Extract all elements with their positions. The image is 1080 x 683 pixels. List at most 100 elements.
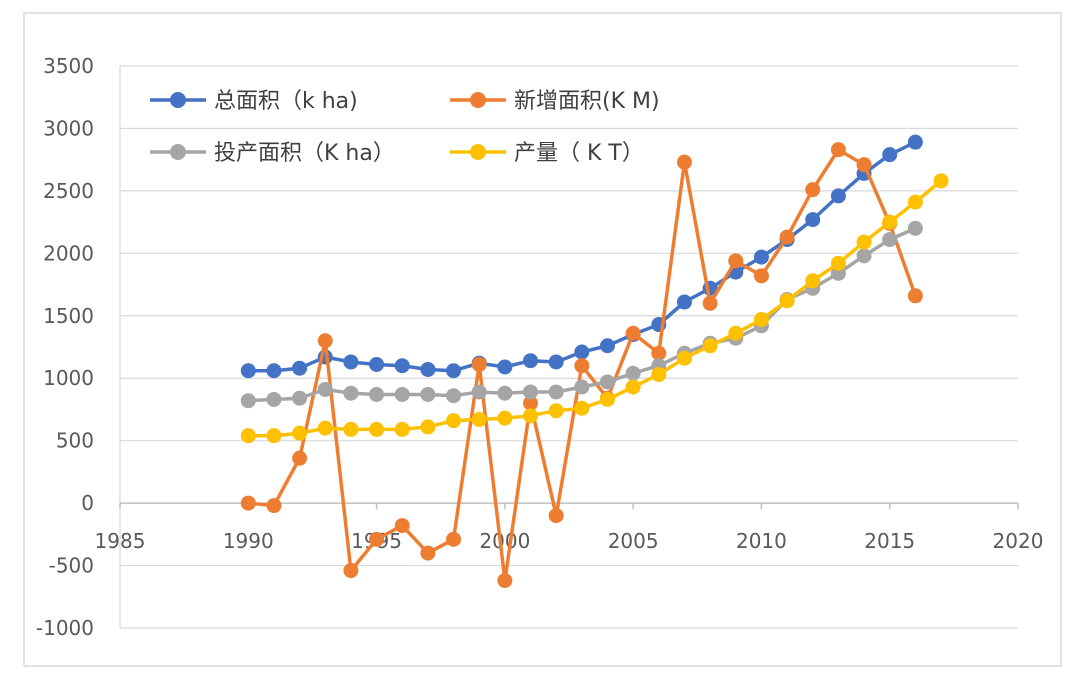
data-point <box>574 400 590 416</box>
y-tick-label: 1500 <box>43 304 94 328</box>
data-point <box>830 255 846 271</box>
data-point <box>651 366 667 382</box>
data-point <box>548 384 564 400</box>
legend-marker <box>170 144 186 160</box>
data-point <box>882 214 898 230</box>
data-point <box>497 573 513 589</box>
data-point <box>907 288 923 304</box>
data-point <box>933 173 949 189</box>
legend: 总面积（k ha) 新增面积(K M) 投产面积（K ha） 产量（ K T） <box>150 89 660 166</box>
data-point <box>369 421 385 437</box>
legend-entry: 总面积（k ha) <box>150 89 358 114</box>
data-point <box>369 531 385 547</box>
x-tick-label: 2000 <box>479 529 530 553</box>
data-point <box>292 450 308 466</box>
data-point <box>599 338 615 354</box>
legend-entry: 投产面积（K ha） <box>150 141 395 166</box>
data-point <box>369 386 385 402</box>
data-point <box>240 393 256 409</box>
data-point <box>343 563 359 579</box>
legend-label: 投产面积（K ha） <box>214 141 395 166</box>
data-point <box>523 384 539 400</box>
y-tick-label: 1000 <box>43 366 94 390</box>
legend-label: 新增面积(K M) <box>514 89 660 114</box>
legend-entry: 新增面积(K M) <box>450 89 660 114</box>
y-tick-label: 3000 <box>43 116 94 140</box>
data-point <box>446 531 462 547</box>
data-point <box>471 356 487 372</box>
y-tick-label: -500 <box>49 554 94 578</box>
data-point <box>317 381 333 397</box>
data-point <box>497 410 513 426</box>
data-point <box>676 350 692 366</box>
y-tick-label: 3500 <box>43 54 94 78</box>
data-point <box>446 413 462 429</box>
series-line <box>248 179 943 438</box>
data-point <box>394 386 410 402</box>
data-point <box>523 408 539 424</box>
data-point <box>446 388 462 404</box>
y-tick-label: 0 <box>81 491 94 515</box>
data-point <box>625 379 641 395</box>
data-point <box>394 518 410 534</box>
legend-label: 总面积（k ha) <box>214 89 358 114</box>
data-point <box>753 268 769 284</box>
series-layer <box>240 134 949 589</box>
data-point <box>728 325 744 341</box>
data-point <box>292 425 308 441</box>
data-point <box>830 142 846 158</box>
series-4 <box>240 173 949 444</box>
data-point <box>882 232 898 248</box>
data-point <box>523 395 539 411</box>
data-point <box>599 374 615 390</box>
x-tick-label: 2010 <box>736 529 787 553</box>
data-point <box>343 421 359 437</box>
data-point <box>420 419 436 435</box>
data-point <box>548 354 564 370</box>
data-point <box>548 508 564 524</box>
chart-border <box>23 12 1062 667</box>
data-point <box>240 363 256 379</box>
data-point <box>856 157 872 173</box>
y-tick-label: 2000 <box>43 241 94 265</box>
y-tick-label: 2500 <box>43 179 94 203</box>
data-point <box>779 229 795 245</box>
legend-marker <box>170 92 186 108</box>
data-point <box>805 182 821 198</box>
legend-marker <box>470 144 486 160</box>
data-point <box>907 134 923 150</box>
data-point <box>523 353 539 369</box>
data-point <box>471 411 487 427</box>
axes: -1000 -500 0 500 1000 1500 2000 2500 3000 3500 198… <box>36 54 1044 640</box>
data-point <box>420 361 436 377</box>
data-point <box>497 359 513 375</box>
data-point <box>317 420 333 436</box>
data-point <box>266 363 282 379</box>
data-point <box>728 253 744 269</box>
data-point <box>292 360 308 376</box>
data-point <box>240 495 256 511</box>
x-tick-label: 1990 <box>223 529 274 553</box>
data-point <box>266 498 282 514</box>
data-point <box>753 312 769 328</box>
legend-entry: 产量（ K T） <box>450 141 644 166</box>
data-point <box>317 333 333 349</box>
data-point <box>394 421 410 437</box>
data-point <box>625 365 641 381</box>
data-point <box>574 358 590 374</box>
data-point <box>856 248 872 264</box>
data-point <box>574 344 590 360</box>
legend-label: 产量（ K T） <box>514 141 644 166</box>
x-tick-label: 2005 <box>608 529 659 553</box>
y-tick-label: 500 <box>56 429 94 453</box>
x-tick-label: 2015 <box>864 529 915 553</box>
data-point <box>676 154 692 170</box>
data-point <box>651 345 667 361</box>
series-2 <box>240 142 923 589</box>
data-point <box>856 234 872 250</box>
data-point <box>882 147 898 163</box>
data-point <box>830 188 846 204</box>
y-tick-label: -1000 <box>36 616 94 640</box>
data-point <box>420 545 436 561</box>
